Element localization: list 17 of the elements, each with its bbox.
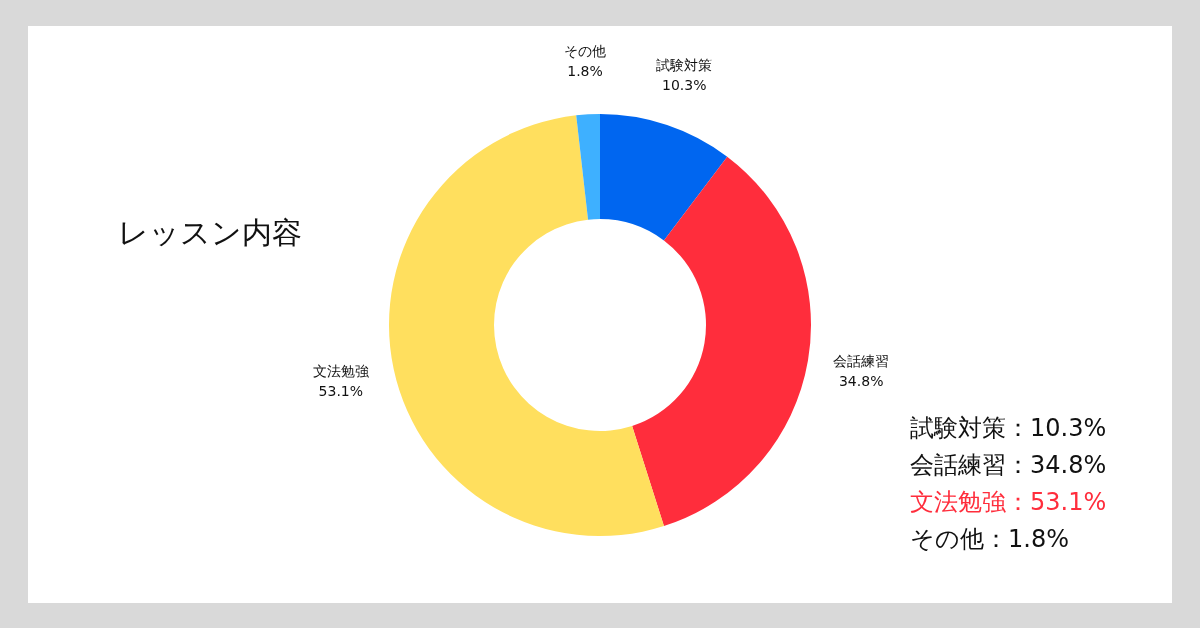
text: レッスン内容 [118, 215, 302, 250]
slice-label: その他 [564, 43, 607, 60]
donut-slice [576, 114, 600, 220]
text: 文法勉強：53.1% [910, 488, 1107, 516]
data-label: 53.1% [318, 383, 364, 400]
slice-label: 文法勉強 [312, 363, 369, 380]
donut-slice [389, 115, 664, 536]
data-label: 1.8% [567, 63, 603, 80]
donut-slice [632, 156, 811, 527]
text: 会話練習：34.8% [910, 451, 1107, 479]
slice-label: 試験対策 [656, 56, 713, 73]
slice-label: 会話練習 [833, 352, 890, 369]
text: 試験対策：10.3% [910, 414, 1107, 442]
text: その他：1.8% [910, 525, 1069, 553]
data-label: 34.8% [838, 372, 884, 389]
data-label: 10.3% [662, 76, 707, 93]
donut-slice [600, 114, 728, 241]
